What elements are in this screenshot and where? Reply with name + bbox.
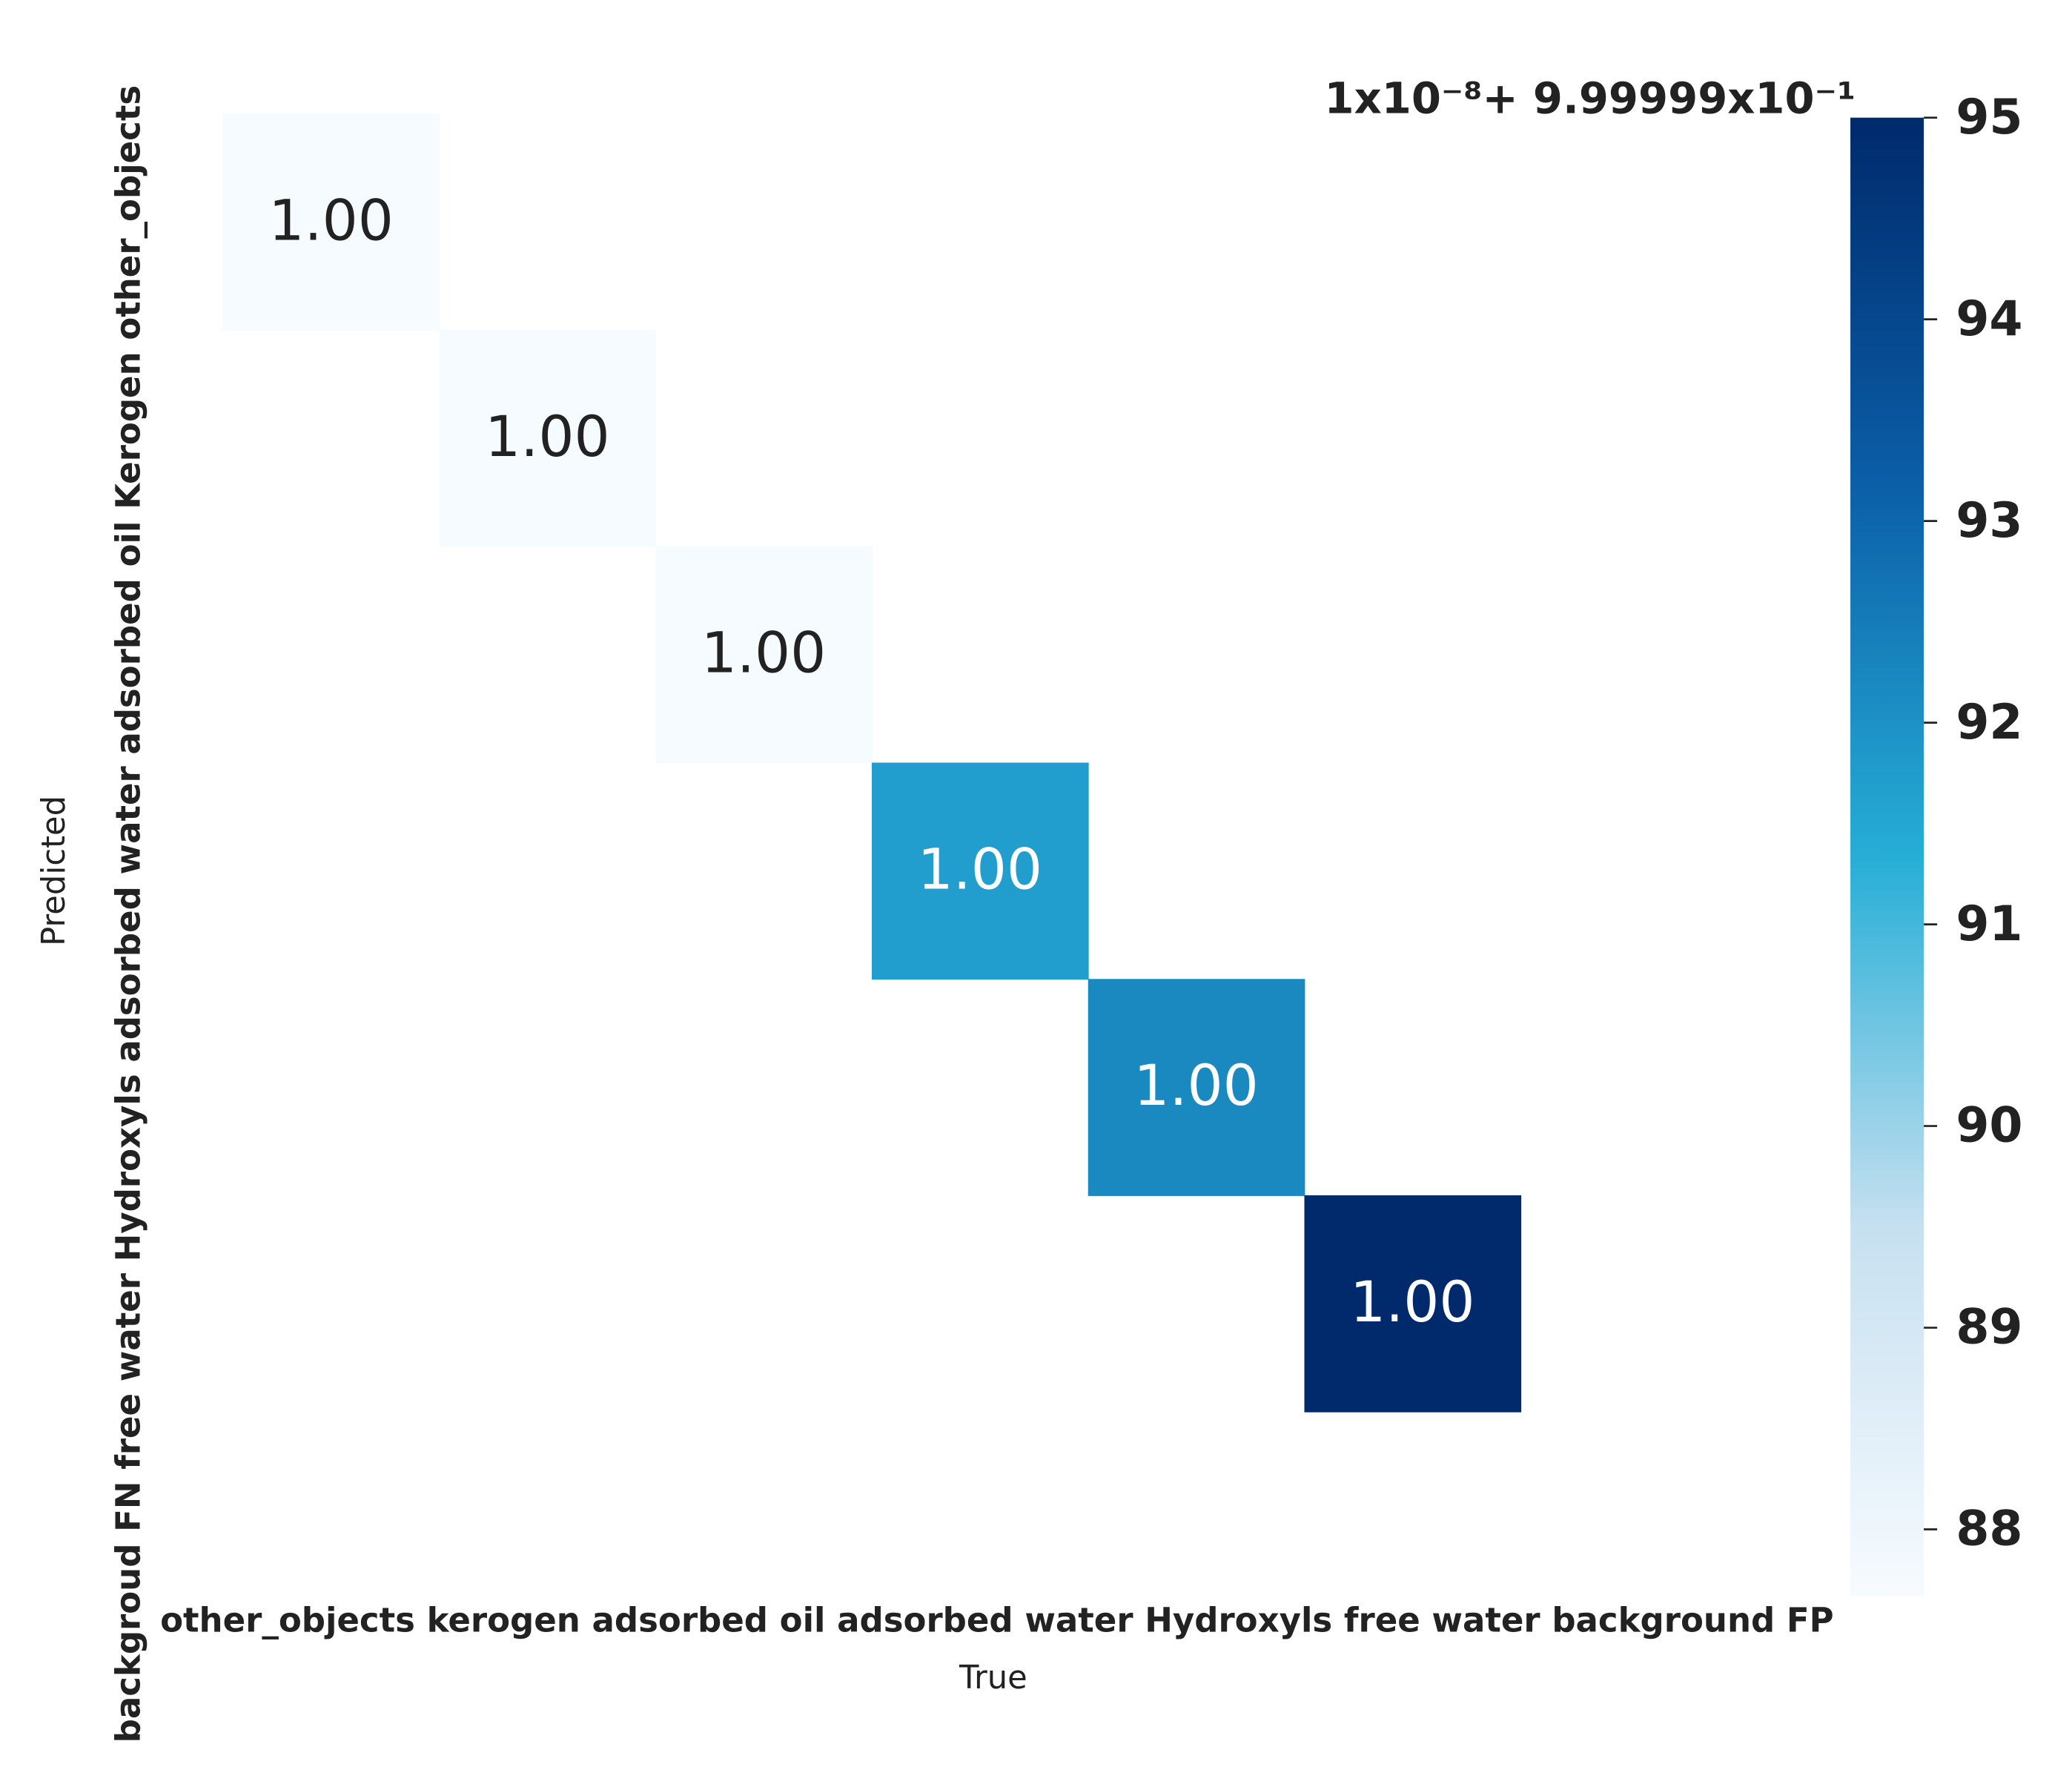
- x-tick-label: other_objects: [160, 1600, 415, 1639]
- colorbar-tick-label: 89: [1956, 1300, 2022, 1355]
- y-tick-label: other_objects: [108, 85, 148, 340]
- y-tick-label: backgroud FN: [108, 1481, 148, 1743]
- y-axis-label: Predicted: [36, 796, 73, 946]
- y-tick-labels: backgroud FN free water Hydroxyls adsorb…: [108, 85, 148, 1743]
- y-tick-label: adsorbed oil: [108, 521, 148, 755]
- y-tick-label: free water: [108, 1272, 148, 1470]
- colorbar-tick-label: 94: [1956, 291, 2022, 347]
- colorbar-tick-label: 93: [1956, 493, 2022, 549]
- colorbar-tick-label: 90: [1956, 1098, 2022, 1154]
- heatmap-cell: [655, 546, 873, 764]
- x-axis-label: True: [959, 1659, 1027, 1697]
- cell-label: 1.00: [1350, 1269, 1474, 1335]
- x-tick-label: free water: [1344, 1600, 1541, 1639]
- heatmap-cell: [871, 762, 1089, 980]
- x-tick-label: adsorbed water: [837, 1600, 1133, 1639]
- colorbar-tick-label: 95: [1956, 90, 2022, 145]
- cell-label: 1.00: [485, 404, 609, 469]
- heatmap-cell: [1088, 979, 1305, 1196]
- x-tick-label: kerogen: [427, 1600, 580, 1639]
- colorbar: [1850, 117, 1924, 1596]
- cell-label: 1.00: [918, 836, 1042, 902]
- colorbar-offset: 1x10⁻⁸+ 9.99999x10⁻¹: [1325, 74, 1856, 124]
- heatmap-cell: [1304, 1195, 1522, 1413]
- x-tick-label: background FP: [1552, 1600, 1833, 1639]
- y-tick-label: Hydroxyls: [108, 1074, 148, 1261]
- cell-label: 1.00: [1133, 1053, 1258, 1118]
- y-tick-label: Kerogen: [108, 351, 148, 509]
- heatmap-cell: [439, 330, 657, 547]
- colorbar-tick-label: 91: [1956, 896, 2022, 952]
- cell-label: 1.00: [268, 188, 393, 253]
- heatmap-cell: [222, 113, 440, 331]
- x-tick-label: adsorbed oil: [592, 1600, 826, 1639]
- y-tick-label: adsorbed water: [108, 765, 148, 1062]
- colorbar-tick-label: 88: [1956, 1502, 2022, 1557]
- x-tick-labels: other_objects kerogen adsorbed oil adsor…: [160, 1600, 1834, 1639]
- colorbar-tick-label: 92: [1956, 695, 2022, 750]
- x-tick-label: Hydroxyls: [1145, 1600, 1332, 1639]
- cell-label: 1.00: [701, 621, 826, 686]
